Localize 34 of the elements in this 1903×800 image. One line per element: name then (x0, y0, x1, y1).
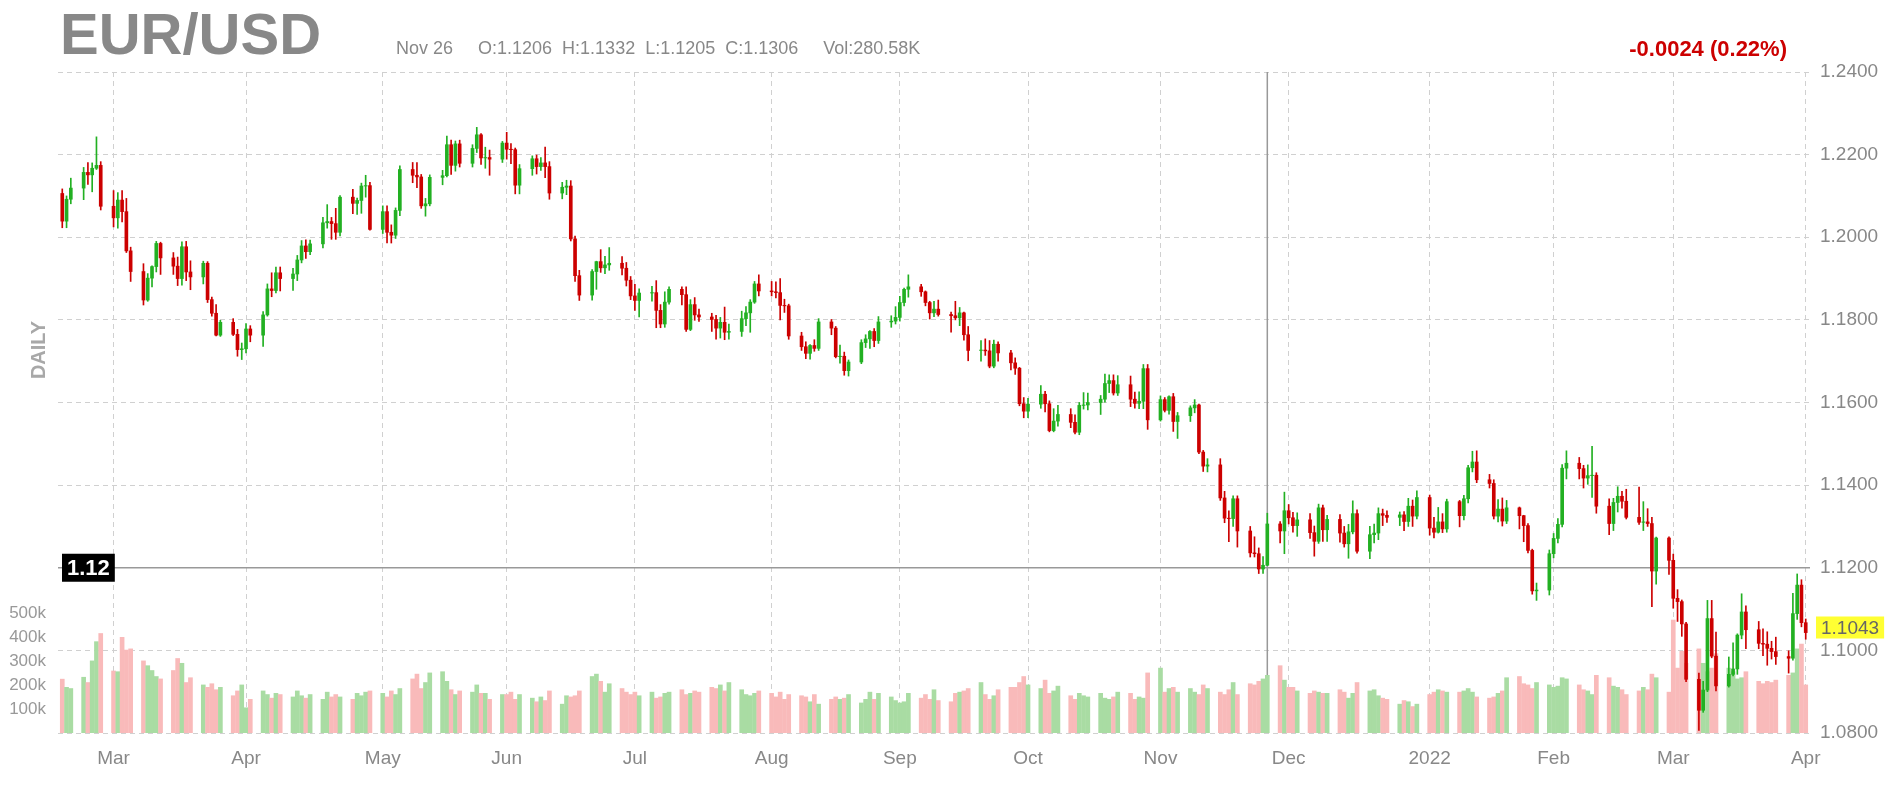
chart-title: EUR/USD (60, 1, 322, 66)
x-tick-label: 2022 (1408, 746, 1451, 768)
ref-line-label: 1.12 (67, 554, 110, 580)
x-tick-label: May (364, 746, 402, 768)
x-tick-label: Sep (882, 746, 917, 768)
x-tick-label: Dec (1271, 746, 1306, 768)
text: 1.1043 (1821, 616, 1880, 638)
y-tick-label: 1.2400 (1820, 60, 1879, 82)
y-tick-label: 1.2200 (1820, 142, 1879, 164)
x-tick-label: Jul (622, 746, 648, 768)
x-tick-label: Mar (1656, 746, 1691, 768)
y2-tick-label: 100k (9, 698, 47, 718)
text: -0.0024 (0.22%) (1629, 36, 1787, 62)
y2-tick-label: 200k (9, 674, 47, 694)
chart-subtitle: Nov 26 O:1.1206 H:1.1332 L:1.1205 C:1.1306 Vol:280.58K (396, 38, 921, 59)
y-tick-label: 1.1600 (1820, 390, 1879, 412)
x-tick-label: Oct (1013, 746, 1044, 768)
x-tick-label: Mar (97, 746, 131, 768)
y-tick-label: 1.1800 (1820, 308, 1879, 330)
y2-tick-label: 300k (9, 650, 47, 670)
y-tick-label: 1.1000 (1820, 638, 1879, 660)
x-tick-label: Nov (1143, 746, 1178, 768)
y-tick-label: 1.0800 (1820, 721, 1879, 743)
x-tick-label: Apr (231, 746, 262, 768)
y-tick-label: 1.1400 (1820, 473, 1879, 495)
x-tick-label: Jun (491, 746, 522, 768)
x-tick-label: Aug (754, 746, 789, 768)
y-tick-label: 1.2000 (1820, 225, 1879, 247)
x-tick-label: Feb (1537, 746, 1570, 768)
y-tick-label: 1.1200 (1820, 555, 1879, 577)
y2-tick-label: 400k (9, 626, 47, 646)
text: DAILY (26, 320, 50, 380)
y2-tick-label: 500k (9, 602, 47, 622)
x-tick-label: Apr (1790, 746, 1822, 768)
